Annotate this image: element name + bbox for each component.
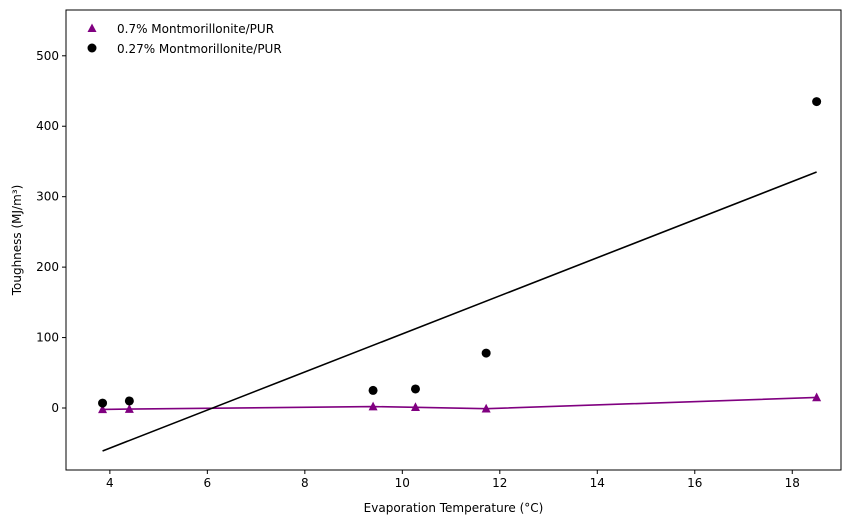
y-tick-label: 400 (36, 119, 59, 133)
data-point-triangle (410, 402, 420, 412)
plot-area (66, 10, 841, 470)
y-axis-ticks: 0 100 200 300 400 500 (36, 49, 66, 415)
markers (98, 97, 822, 414)
y-tick-label: 300 (36, 190, 59, 204)
plot-frame (65, 9, 842, 471)
x-tick-label: 18 (785, 476, 800, 490)
x-tick-label: 6 (204, 476, 212, 490)
data-point-triangle (98, 404, 108, 414)
data-point-circle (368, 385, 378, 395)
legend: 0.7% Montmorillonite/PUR 0.27% Montmoril… (87, 22, 282, 56)
x-tick-label: 10 (395, 476, 410, 490)
data-point-circle (410, 384, 420, 394)
y-tick-label: 0 (51, 401, 59, 415)
data-point-triangle (368, 401, 378, 411)
data-point-triangle (812, 392, 822, 402)
y-tick-label: 200 (36, 260, 59, 274)
data-point-circle (481, 348, 491, 358)
x-tick-label: 4 (106, 476, 114, 490)
legend-triangle-marker (87, 23, 97, 32)
x-tick-label: 8 (301, 476, 309, 490)
legend-circle-marker (87, 43, 97, 53)
x-axis-ticks: 4 6 8 10 12 14 16 18 (106, 470, 800, 490)
y-axis-label: Toughness (MJ/m³) (10, 185, 24, 297)
legend-label-series-1: 0.7% Montmorillonite/PUR (117, 22, 274, 36)
x-tick-label: 14 (590, 476, 605, 490)
fit-lines (102, 171, 817, 452)
x-tick-label: 16 (687, 476, 702, 490)
series-line-1 (102, 396, 817, 411)
y-tick-label: 100 (36, 331, 59, 345)
data-point-circle (98, 398, 108, 408)
legend-label-series-2: 0.27% Montmorillonite/PUR (117, 42, 282, 56)
x-axis-label: Evaporation Temperature (°C) (364, 501, 544, 515)
y-tick-label: 500 (36, 49, 59, 63)
x-tick-label: 12 (492, 476, 507, 490)
data-point-triangle (481, 403, 491, 413)
series-line-2 (102, 171, 817, 452)
data-point-circle (812, 97, 822, 107)
data-point-triangle (124, 404, 134, 413)
data-point-circle (124, 396, 134, 406)
